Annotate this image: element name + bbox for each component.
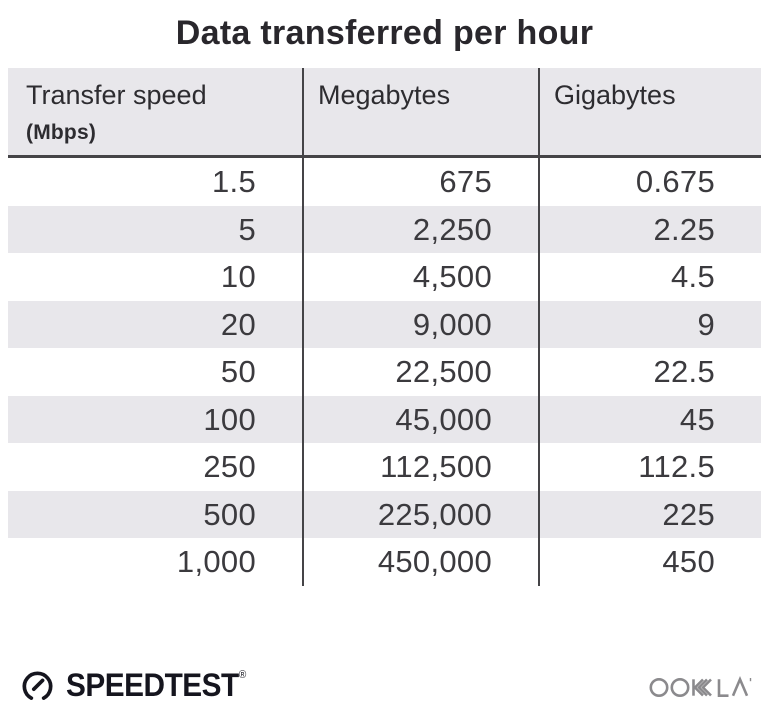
cell-megabytes: 225,000: [302, 490, 538, 538]
cell-gigabytes: 0.675: [538, 158, 761, 206]
table-row: 500 225,000 225: [8, 490, 761, 538]
table-row: 20 9,000 9: [8, 300, 761, 348]
cell-speed: 20: [220, 306, 256, 342]
cell-megabytes: 112,500: [302, 443, 538, 491]
cell-gigabytes: 9: [538, 300, 761, 348]
data-table: Transfer speed (Mbps) Megabytes Gigabyte…: [8, 68, 761, 586]
speedtest-logo: SPEEDTEST®: [18, 666, 260, 705]
cell-megabytes: 4,500: [302, 253, 538, 301]
cell-gigabytes: 4.5: [538, 253, 761, 301]
table-row: 1.5 675 0.675: [8, 158, 761, 206]
table-body: 1.5 675 0.675 5 2,250 2.25 10 4,500 4.5 …: [8, 158, 761, 586]
cell-megabytes: 450,000: [302, 538, 538, 586]
column-header-label: Transfer speed: [26, 80, 207, 110]
cell-speed: 250: [203, 449, 256, 484]
column-header-transfer-speed: Transfer speed (Mbps): [8, 68, 302, 155]
cell-gigabytes: 225: [538, 490, 761, 538]
speedtest-gauge-icon: [18, 666, 57, 705]
cell-megabytes: 2,250: [302, 205, 538, 253]
column-header-label: Gigabytes: [554, 80, 676, 110]
cell-speed: 500: [203, 496, 256, 532]
table-row: 10 4,500 4.5: [8, 253, 761, 301]
table-row: 5 2,250 2.25: [8, 205, 761, 253]
cell-speed: 1.5: [212, 164, 256, 199]
cell-speed: 5: [238, 211, 256, 247]
column-header-label: Megabytes: [318, 80, 451, 110]
cell-speed: 100: [203, 401, 256, 437]
registered-trademark-symbol: ®: [238, 669, 247, 681]
cell-gigabytes: 2.25: [538, 205, 761, 253]
ookla-wordmark-icon: [649, 672, 753, 700]
cell-megabytes: 9,000: [302, 300, 538, 348]
table-row: 50 22,500 22.5: [8, 348, 761, 396]
table-row: 100 45,000 45: [8, 395, 761, 443]
cell-speed: 10: [220, 259, 256, 294]
column-header-unit: (Mbps): [26, 120, 97, 144]
table-row: 250 112,500 112.5: [8, 443, 761, 491]
footer: SPEEDTEST®: [18, 666, 753, 705]
cell-megabytes: 675: [302, 158, 538, 206]
table-header-row: Transfer speed (Mbps) Megabytes Gigabyte…: [8, 68, 761, 158]
cell-gigabytes: 45: [538, 395, 761, 443]
cell-speed: 1,000: [176, 544, 256, 579]
cell-gigabytes: 112.5: [538, 443, 761, 491]
cell-gigabytes: 22.5: [538, 348, 761, 396]
column-header-megabytes: Megabytes: [302, 68, 538, 155]
table-row: 1,000 450,000 450: [8, 538, 761, 586]
cell-gigabytes: 450: [538, 538, 761, 586]
column-header-gigabytes: Gigabytes: [538, 68, 761, 155]
cell-speed: 50: [220, 354, 256, 389]
ookla-logo: [649, 672, 753, 700]
speedtest-wordmark: SPEEDTEST®: [66, 667, 247, 703]
cell-megabytes: 45,000: [302, 395, 538, 443]
page-title: Data transferred per hour: [175, 14, 594, 52]
cell-megabytes: 22,500: [302, 348, 538, 396]
